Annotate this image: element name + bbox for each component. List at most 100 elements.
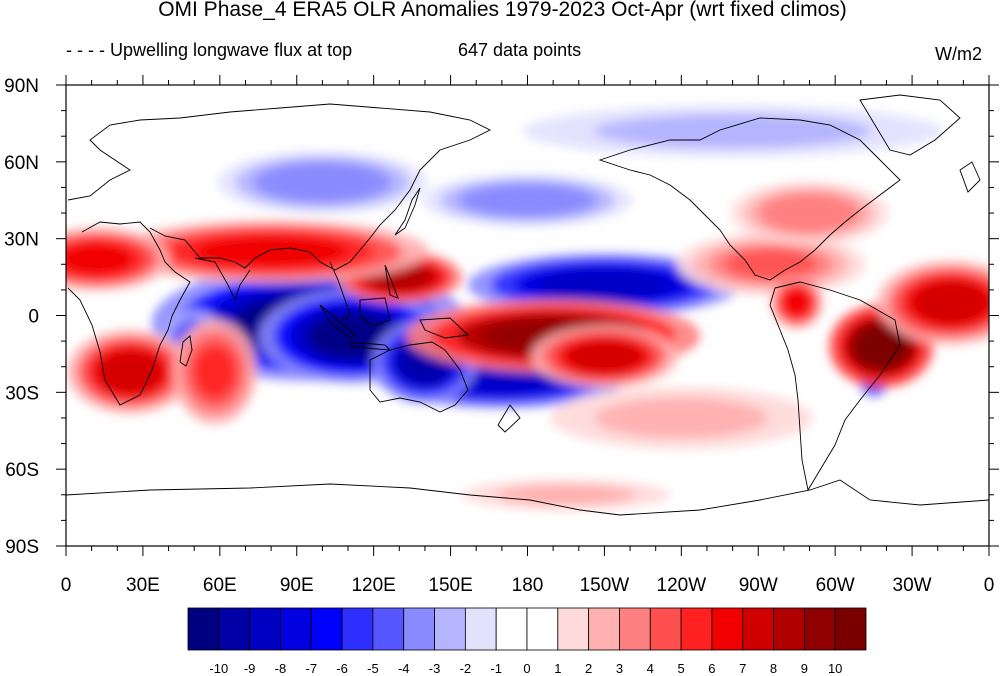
- coastline-madagascar: [179, 335, 193, 367]
- anomaly-blob-16-3: [724, 248, 818, 280]
- colorbar-label-5: -5: [367, 661, 379, 676]
- lon-label-0: 0: [61, 575, 72, 596]
- coastline-borneo: [359, 297, 391, 327]
- colorbar-label-3: -7: [305, 661, 317, 676]
- anomaly-blob-23-3: [514, 487, 618, 503]
- colorbar-box-15: [649, 607, 682, 651]
- colorbar-box-0: [187, 607, 220, 651]
- coastline-sumatra: [319, 304, 356, 339]
- coastline-australia: [369, 341, 469, 413]
- colorbar-box-21: [834, 607, 867, 651]
- colorbar-labels: -10 -9 -8 -7 -6 -5 -4 -3 -2 -1 0 1 2 3 4 5 6 7 8 9 10: [209, 661, 842, 676]
- coastline-africa: [67, 221, 191, 406]
- colorbar-box-3: [280, 607, 312, 651]
- latitude-axis-labels: 90N 60N 30N 0 30S 60S 90S: [4, 76, 39, 558]
- anomaly-blob-20-3: [771, 197, 848, 229]
- anomaly-blob-21-3: [630, 118, 836, 144]
- colorbar-box-4: [310, 607, 343, 651]
- colorbar-label-17: 7: [739, 661, 746, 676]
- colorbar-label-11: 1: [554, 661, 561, 676]
- colorbar-label-13: 3: [616, 661, 623, 676]
- coastline-se-asia: [329, 261, 351, 321]
- colorbar-label-18: 8: [770, 661, 777, 676]
- colorbar-box-1: [218, 607, 251, 651]
- colorbar-box-12: [557, 607, 590, 651]
- colorbar-box-8: [434, 607, 466, 651]
- lat-label-3: 0: [28, 307, 39, 328]
- colorbar-label-2: -8: [275, 661, 287, 676]
- anomaly-blob-12-3: [99, 351, 161, 393]
- lon-label-2: 60E: [203, 575, 237, 596]
- colorbar-label-9: -1: [490, 661, 502, 676]
- colorbar-box-20: [803, 607, 836, 651]
- lat-label-2: 30N: [4, 230, 39, 251]
- anomaly-blob-8-3: [568, 341, 641, 372]
- coastline-philippines: [384, 264, 399, 299]
- colorbar-label-15: 5: [677, 661, 684, 676]
- lon-label-5: 150E: [428, 575, 472, 596]
- lon-label-10: 60W: [816, 575, 855, 596]
- coastline-south-america: [769, 281, 901, 492]
- coastline-new-zealand: [497, 404, 521, 433]
- colorbar-label-4: -6: [336, 661, 348, 676]
- coastline-japan: [394, 187, 421, 236]
- colorbar-box-9: [464, 607, 497, 651]
- colorbar-label-10: 0: [523, 661, 530, 676]
- lat-label-5: 60S: [5, 460, 39, 481]
- plot-area: 90N 60N 30N 0 30S 60S 90S 0 30E 60E 90E 120E 150E 18…: [4, 75, 999, 596]
- colorbar-label-1: -9: [244, 661, 256, 676]
- colorbar-box-16: [680, 607, 713, 651]
- lon-label-1: 30E: [126, 575, 160, 596]
- colorbar-box-2: [249, 607, 281, 651]
- lon-label-6: 180: [512, 575, 544, 596]
- colorbar-box-7: [403, 607, 435, 651]
- units-label: W/m2: [935, 44, 982, 64]
- olr-anomaly-field: [66, 104, 989, 511]
- colorbar-box-19: [773, 607, 805, 651]
- colorbar-label-0: -10: [209, 661, 228, 676]
- colorbar-box-14: [619, 607, 651, 651]
- coastline-india: [194, 257, 251, 302]
- lat-label-6: 90S: [5, 537, 39, 558]
- axis-ticks: [56, 75, 999, 556]
- lat-label-0: 90N: [4, 76, 39, 97]
- coastline-north-america: [598, 117, 901, 281]
- anomaly-blob-17-3: [783, 289, 810, 316]
- lon-label-12: 0: [984, 575, 995, 596]
- lon-label-8: 120W: [657, 575, 707, 596]
- colorbar-boxes: [187, 607, 867, 651]
- colorbar-box-13: [588, 607, 620, 651]
- coastline-antarctica: [66, 479, 989, 516]
- colorbar-label-7: -3: [429, 661, 441, 676]
- coastline-greenland: [859, 94, 961, 156]
- anomaly-blob-19-3: [476, 187, 579, 214]
- colorbar-label-8: -2: [460, 661, 472, 676]
- coastline-eurasia: [67, 103, 492, 271]
- lat-label-1: 60N: [4, 153, 39, 174]
- anomaly-blob-18-3: [271, 166, 374, 198]
- lon-label-3: 90E: [280, 575, 314, 596]
- variable-description: - - - - Upwelling longwave flux at top: [66, 40, 353, 60]
- colorbar-box-10: [495, 607, 528, 651]
- longitude-axis-labels: 0 30E 60E 90E 120E 150E 180 150W 120W 90W 60W 30W 0: [61, 575, 995, 596]
- lon-label-9: 90W: [739, 575, 778, 596]
- anomaly-blob-10-3: [194, 236, 349, 267]
- anomaly-blob-15-3: [914, 282, 987, 324]
- anomaly-blob-22-3: [617, 402, 746, 434]
- chart-title: OMI Phase_4 ERA5 OLR Anomalies 1979-2023…: [158, 0, 847, 21]
- lon-label-11: 30W: [893, 575, 932, 596]
- anomaly-blob-3-3: [537, 269, 672, 301]
- lat-label-4: 30S: [5, 383, 39, 404]
- colorbar: -10 -9 -8 -7 -6 -5 -4 -3 -2 -1 0 1 2 3 4 5 6 7 8 9 10: [187, 607, 867, 676]
- coastline-new-guinea: [419, 317, 469, 339]
- colorbar-label-12: 2: [585, 661, 592, 676]
- colorbar-box-11: [526, 607, 559, 651]
- coastline-uk: [959, 161, 981, 193]
- anomaly-blob-13-3: [194, 346, 236, 398]
- data-point-count: 647 data points: [458, 40, 582, 60]
- colorbar-box-18: [742, 607, 774, 651]
- colorbar-box-17: [711, 607, 744, 651]
- colorbar-label-6: -4: [398, 661, 410, 676]
- colorbar-label-19: 9: [801, 661, 808, 676]
